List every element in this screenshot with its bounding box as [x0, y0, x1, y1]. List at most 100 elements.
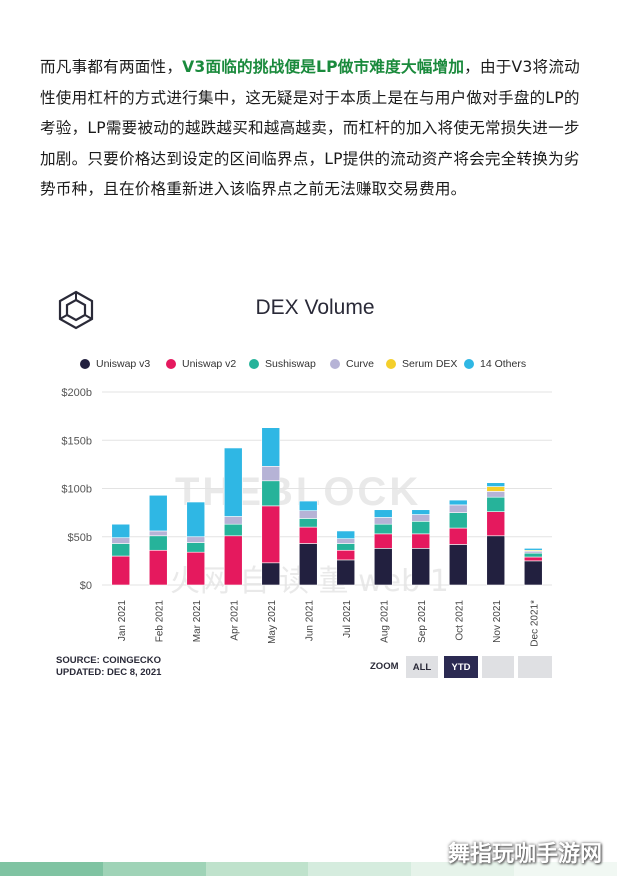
legend-item[interactable]: Curve	[330, 358, 374, 370]
bar-segment	[186, 536, 206, 543]
updated-line: UPDATED: DEC 8, 2021	[56, 667, 162, 678]
bar-segment	[448, 499, 468, 506]
bar-segment	[223, 535, 243, 586]
site-watermark: 舞指玩咖手游网	[448, 842, 603, 867]
bar-segment	[448, 512, 468, 529]
x-tick-label: Sep 2021	[417, 600, 428, 643]
bar-segment	[261, 480, 281, 507]
bar-segment	[148, 535, 168, 551]
zoom-range-button-2[interactable]	[518, 656, 552, 678]
bar-segment	[336, 530, 356, 539]
bar-segment	[111, 537, 131, 544]
zoom-range-button-1[interactable]	[482, 656, 514, 678]
x-tick-label: Mar 2021	[192, 600, 203, 643]
bar-segment	[523, 556, 543, 562]
chart-source: SOURCE: COINGECKO UPDATED: DEC 8, 2021	[56, 655, 161, 679]
y-tick-label: $150b	[61, 435, 92, 447]
y-tick-label: $50b	[68, 532, 92, 544]
bar-segment	[523, 552, 543, 558]
bar-segment	[223, 523, 243, 537]
paragraph-intro: 而凡事都有两面性，	[40, 58, 183, 76]
bar-segment	[411, 548, 431, 586]
bar-segment	[448, 527, 468, 545]
legend-swatch	[166, 359, 176, 369]
bar-segment	[111, 523, 131, 539]
bar-segment	[186, 542, 206, 553]
legend-item[interactable]: Serum DEX	[386, 358, 457, 370]
x-tick-label: Dec 2021*	[529, 600, 540, 647]
bar-segment	[261, 505, 281, 564]
bar-segment	[111, 543, 131, 557]
legend-swatch	[464, 359, 474, 369]
bar-segment	[298, 510, 318, 519]
bar-segment	[486, 535, 506, 586]
footer-color-bar	[0, 862, 617, 876]
legend-swatch	[80, 359, 90, 369]
bar-segment	[336, 559, 356, 586]
bar-segment	[373, 533, 393, 549]
bar-segment	[223, 447, 243, 517]
faint-watermark-block: THEBLOCK	[175, 470, 422, 514]
x-tick-label: Jan 2021	[117, 600, 128, 642]
x-tick-label: Jun 2021	[304, 600, 315, 642]
legend-item[interactable]: Uniswap v2	[166, 358, 236, 370]
legend-item[interactable]: Sushiswap	[249, 358, 316, 370]
x-tick-label: Oct 2021	[454, 600, 465, 641]
bar-segment	[223, 516, 243, 525]
article-paragraph: 而凡事都有两面性，V3面临的挑战便是LP做市难度大幅增加，由于V3将流动性使用杠…	[40, 52, 580, 205]
bar-segment	[486, 496, 506, 512]
paragraph-body: ，由于V3将流动性使用杠杆的方式进行集中，这无疑是对于本质上是在与用户做对手盘的…	[40, 58, 580, 199]
paragraph-highlight: V3面临的挑战便是LP做市难度大幅增加	[182, 58, 465, 76]
bar-segment	[298, 543, 318, 586]
x-tick-label: Jul 2021	[342, 600, 353, 638]
bar-segment	[486, 491, 506, 498]
bar-segment	[261, 562, 281, 586]
zoom-label: ZOOM	[370, 661, 399, 672]
x-tick-label: Nov 2021	[492, 600, 503, 643]
zoom-all-button[interactable]: ALL	[406, 656, 438, 678]
x-tick-label: Apr 2021	[229, 600, 240, 641]
y-tick-label: $0	[80, 580, 92, 592]
x-tick-label: May 2021	[267, 600, 278, 644]
bar-segment	[486, 511, 506, 537]
legend-item[interactable]: 14 Others	[464, 358, 526, 370]
bar-segment	[373, 517, 393, 525]
bar-segment	[523, 548, 543, 551]
bar-segment	[111, 555, 131, 586]
legend-swatch	[249, 359, 259, 369]
bar-segment	[411, 509, 431, 515]
legend-label: Curve	[346, 358, 375, 370]
bar-segment	[411, 514, 431, 522]
bar-segment	[373, 548, 393, 586]
legend-swatch	[386, 359, 396, 369]
legend-label: Uniswap v2	[182, 358, 237, 370]
bar-segment	[448, 504, 468, 513]
source-line: SOURCE: COINGECKO	[56, 655, 162, 666]
bar-segment	[336, 543, 356, 551]
bar-segment	[486, 486, 506, 492]
bar-segment	[336, 549, 356, 561]
legend-item[interactable]: Uniswap v3	[80, 358, 150, 370]
legend-label: Uniswap v3	[96, 358, 151, 370]
bar-segment	[373, 509, 393, 518]
legend-label: 14 Others	[480, 358, 527, 370]
bar-segment	[411, 521, 431, 535]
bar-segment	[261, 427, 281, 467]
legend-label: Serum DEX	[402, 358, 458, 370]
legend-label: Sushiswap	[265, 358, 316, 370]
bar-segment	[186, 551, 206, 586]
legend-swatch	[330, 359, 340, 369]
bar-segment	[523, 560, 543, 586]
y-tick-label: $100b	[61, 484, 92, 496]
bar-segment	[148, 549, 168, 586]
bar-segment	[448, 544, 468, 586]
zoom-ytd-button[interactable]: YTD	[444, 656, 478, 678]
bar-segment	[148, 530, 168, 537]
bar-segment	[298, 518, 318, 528]
bar-segment	[148, 494, 168, 532]
bar-segment	[373, 523, 393, 535]
chart-title: DEX Volume	[255, 296, 375, 319]
chart-legend: Uniswap v3 Uniswap v2 Sushiswap Curve Serum …	[80, 358, 560, 374]
bar-segment	[298, 500, 318, 511]
